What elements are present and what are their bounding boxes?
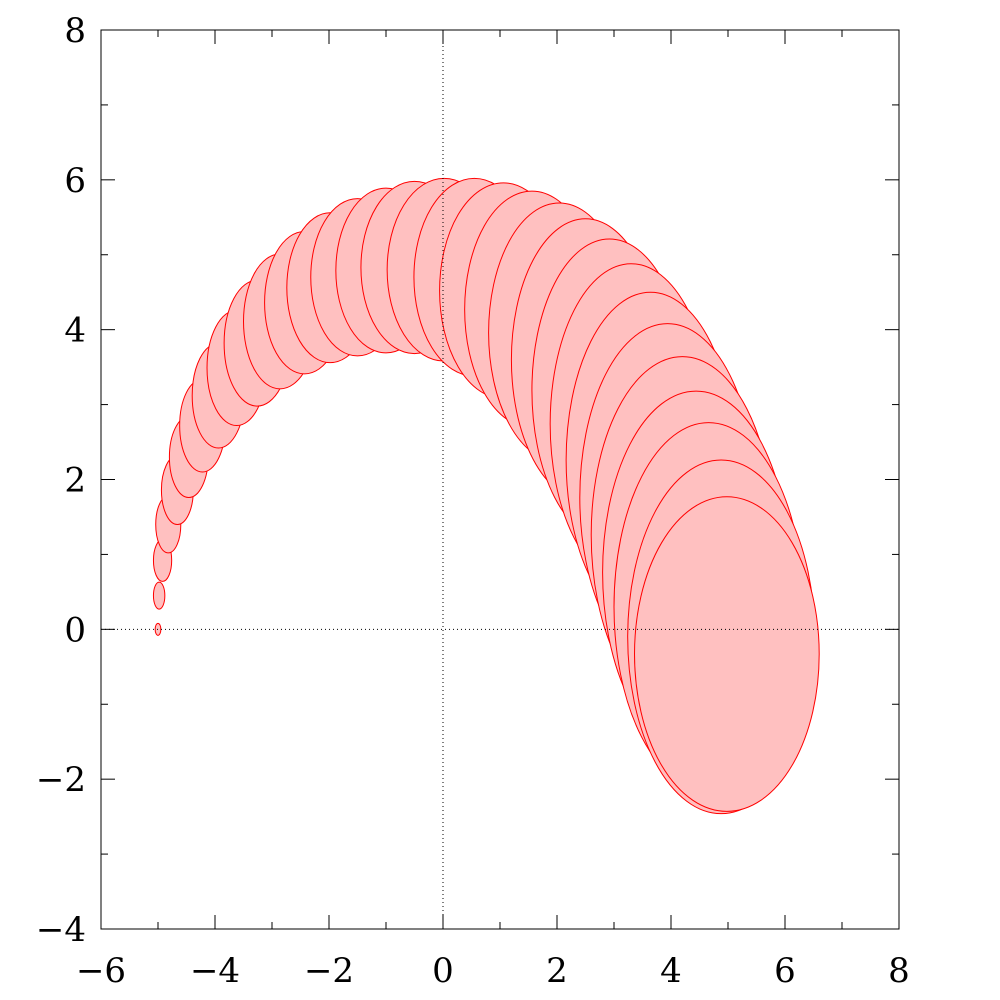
y-tick-label: −2 bbox=[36, 760, 86, 800]
x-tick-label: −6 bbox=[76, 951, 126, 991]
y-tick-label: 2 bbox=[64, 461, 86, 501]
ellipse-30 bbox=[634, 496, 820, 812]
reference-lines bbox=[101, 30, 899, 929]
y-tick-label: 8 bbox=[64, 11, 86, 51]
x-tick-label: 6 bbox=[774, 951, 796, 991]
y-tick-label: −4 bbox=[36, 910, 86, 950]
x-tick-label: 8 bbox=[888, 951, 910, 991]
plot-frame bbox=[100, 29, 900, 930]
x-tick-label: 2 bbox=[546, 951, 568, 991]
x-tick-label: 4 bbox=[660, 951, 682, 991]
y-tick-label: 6 bbox=[64, 161, 86, 201]
y-tick-label: 0 bbox=[64, 610, 86, 650]
ellipse-1 bbox=[152, 581, 166, 610]
y-tick-label: 4 bbox=[64, 311, 86, 351]
x-tick-label: −2 bbox=[304, 951, 354, 991]
ellipse-sweep bbox=[152, 177, 820, 815]
x-tick-label: −4 bbox=[190, 951, 240, 991]
axis-ticks bbox=[100, 29, 900, 930]
x-tick-label: 0 bbox=[432, 951, 454, 991]
